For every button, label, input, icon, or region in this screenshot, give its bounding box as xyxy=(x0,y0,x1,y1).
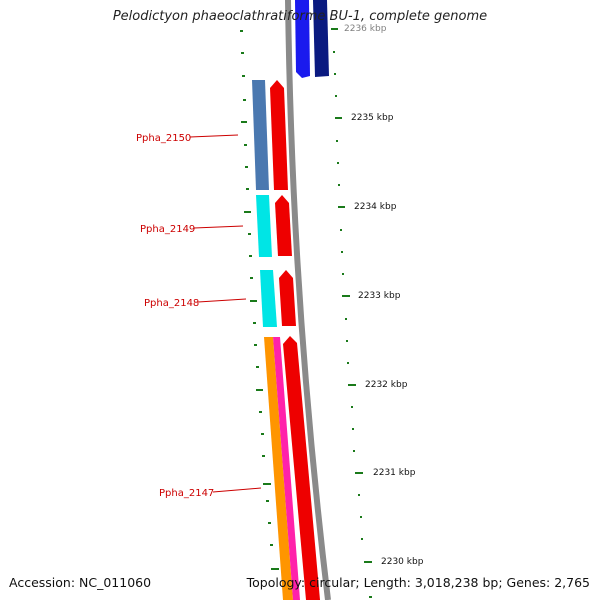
tick-dot xyxy=(250,277,253,279)
outer-ruler xyxy=(331,28,372,598)
ruler-dot xyxy=(340,229,342,231)
ruler-major-tick xyxy=(364,561,372,563)
feature-red-2148[interactable] xyxy=(279,270,296,326)
ruler-major-tick xyxy=(331,28,338,30)
tick-dot xyxy=(243,99,246,101)
tick-dot xyxy=(261,433,264,435)
ruler-dot xyxy=(346,340,348,342)
ruler-major-tick xyxy=(355,472,363,474)
ruler-dot xyxy=(352,428,354,430)
tick-dot xyxy=(242,75,245,77)
gene-labels: Ppha_2150 Ppha_2149 Ppha_2148 Ppha_2147 xyxy=(136,133,262,499)
ruler-dot xyxy=(360,516,362,518)
tick-dot xyxy=(253,322,256,324)
ruler-major-tick xyxy=(342,295,350,297)
ruler-dot xyxy=(341,251,343,253)
ruler-dot xyxy=(369,596,372,598)
ruler-dot xyxy=(336,140,338,142)
leader-line-2149 xyxy=(193,225,244,229)
tick-dot xyxy=(256,366,259,368)
ruler-major-tick xyxy=(335,117,342,119)
tick-dot xyxy=(263,483,271,485)
ruler-labels: 2236 kbp 2235 kbp 2234 kbp 2233 kbp 2232… xyxy=(344,24,424,567)
genome-backbone xyxy=(285,0,331,600)
feature-cyan-2149[interactable] xyxy=(256,195,272,257)
tick-label-2234: 2234 kbp xyxy=(354,202,397,212)
tick-dot xyxy=(271,568,279,570)
ruler-dot xyxy=(358,494,360,496)
tick-dot xyxy=(259,411,262,413)
ruler-dot xyxy=(351,406,353,408)
feature-red-2149[interactable] xyxy=(275,195,292,256)
tick-dot xyxy=(256,389,263,391)
tick-dot xyxy=(254,344,257,346)
tick-label-2235: 2235 kbp xyxy=(351,113,394,123)
ruler-dot xyxy=(337,162,339,164)
feature-steelblue-2150[interactable] xyxy=(252,80,269,190)
leader-line-2147 xyxy=(212,487,262,493)
feature-red-2150[interactable] xyxy=(270,80,288,190)
feature-blue[interactable] xyxy=(295,0,310,78)
map-title: Pelodictyon phaeoclathratiforme BU-1, co… xyxy=(112,9,488,24)
feature-magenta-2147[interactable] xyxy=(273,337,300,600)
tick-dot xyxy=(240,30,243,32)
ruler-dot xyxy=(333,51,335,53)
tick-dot xyxy=(241,52,244,54)
ruler-dot xyxy=(353,450,355,452)
gene-label-ppha-2147[interactable]: Ppha_2147 xyxy=(159,488,214,499)
tick-label-2233: 2233 kbp xyxy=(358,291,401,301)
feature-navy[interactable] xyxy=(313,0,329,77)
tick-dot xyxy=(270,544,273,546)
feature-orange-2147[interactable] xyxy=(264,337,293,600)
ruler-dot xyxy=(338,184,340,186)
ruler-dot xyxy=(361,538,363,540)
ruler-dot xyxy=(347,362,349,364)
gene-label-ppha-2148[interactable]: Ppha_2148 xyxy=(144,298,199,309)
tick-dot xyxy=(249,255,252,257)
ruler-major-tick xyxy=(348,384,356,386)
leader-line-2150 xyxy=(189,134,239,138)
tick-dot xyxy=(245,166,248,168)
tick-label-2236: 2236 kbp xyxy=(344,24,387,34)
gene-label-ppha-2150[interactable]: Ppha_2150 xyxy=(136,133,191,144)
tick-label-2232: 2232 kbp xyxy=(365,380,408,390)
tick-dot xyxy=(248,233,251,235)
ruler-major-tick xyxy=(338,206,345,208)
feature-red-2147[interactable] xyxy=(283,336,320,600)
tick-dot xyxy=(268,522,271,524)
feature-track xyxy=(252,0,329,600)
tick-dot xyxy=(262,455,265,457)
genome-summary-text: Topology: circular; Length: 3,018,238 bp… xyxy=(246,575,590,590)
inner-tick-ring xyxy=(240,30,279,570)
tick-dot xyxy=(250,300,257,302)
tick-label-2231: 2231 kbp xyxy=(373,468,416,478)
ruler-dot xyxy=(335,95,337,97)
leader-line-2148 xyxy=(197,298,247,303)
tick-dot xyxy=(244,144,247,146)
accession-text: Accession: NC_011060 xyxy=(9,575,152,590)
tick-label-2230: 2230 kbp xyxy=(381,557,424,567)
tick-dot xyxy=(244,211,251,213)
feature-cyan-2148[interactable] xyxy=(260,270,277,327)
ruler-dot xyxy=(345,318,347,320)
tick-dot xyxy=(241,121,247,123)
ruler-dot xyxy=(334,73,336,75)
gene-label-ppha-2149[interactable]: Ppha_2149 xyxy=(140,224,195,235)
tick-dot xyxy=(266,500,269,502)
ruler-dot xyxy=(342,273,344,275)
tick-dot xyxy=(246,188,249,190)
